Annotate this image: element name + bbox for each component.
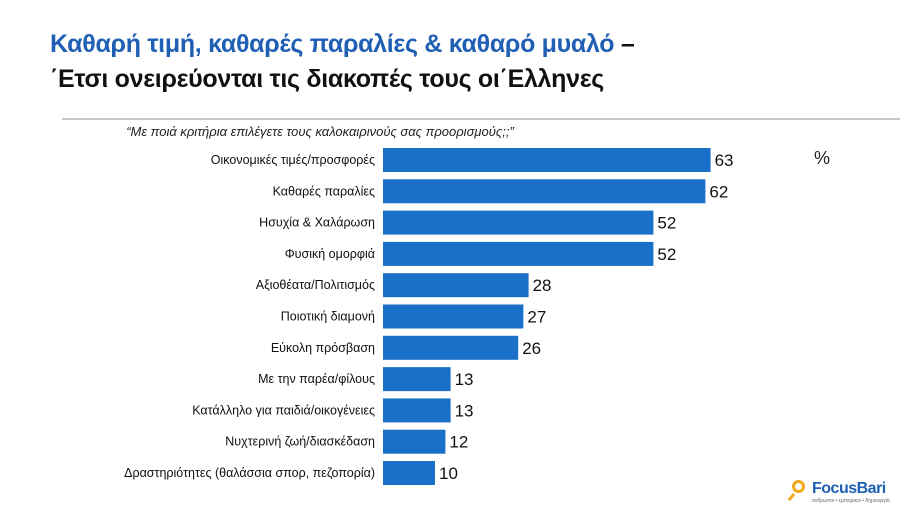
data-label: 52 (657, 245, 676, 264)
data-label: 27 (527, 308, 546, 327)
data-label: 62 (709, 182, 728, 201)
bar (383, 304, 524, 329)
category-label: Κατάλληλο για παιδιά/οικογένειες (192, 403, 375, 417)
category-label: Φυσική ομορφιά (285, 247, 375, 261)
category-label: Ποιοτική διαμονή (281, 310, 375, 324)
data-label: 52 (657, 214, 676, 233)
bar (383, 429, 446, 454)
data-label: 13 (455, 401, 474, 420)
data-label: 28 (533, 276, 552, 295)
bar (383, 241, 654, 266)
bar (383, 367, 451, 392)
category-label: Καθαρές παραλίες (273, 184, 375, 198)
category-label: Οικονομικές τιμές/προσφορές (211, 153, 375, 167)
focusbari-logo: FocusBari ανθρωποι • εμπειρικοι • δημιου… (787, 478, 900, 506)
bar (383, 398, 451, 423)
bar (383, 461, 435, 485)
category-label: Δραστηριότητες (θαλάσσια σπορ, πεζοπορία… (124, 466, 375, 480)
title-line2: ΄Ετσι ονειρεύονται τις διακοπές τους οι΄… (50, 65, 604, 93)
bar (383, 210, 654, 235)
data-label: 26 (522, 339, 541, 358)
survey-question: “Με ποιά κριτήρια επιλέγετε τους καλοκαι… (126, 124, 514, 139)
bar (383, 335, 519, 360)
unit-label: % (814, 148, 831, 168)
category-label: Ησυχία & Χαλάρωση (259, 216, 375, 230)
category-label: Με την παρέα/φίλους (258, 372, 375, 386)
category-label: Αξιοθέατα/Πολιτισμός (256, 278, 375, 292)
title-line1: Καθαρή τιμή, καθαρές παραλίες & καθαρό μ… (50, 30, 615, 58)
data-label: 12 (449, 433, 468, 452)
data-label: 10 (439, 464, 458, 483)
divider (62, 118, 900, 120)
bar (383, 273, 529, 298)
magnifier-icon (792, 480, 805, 493)
data-label: 63 (715, 151, 734, 170)
logo-brand: FocusBari (812, 480, 886, 497)
logo-tagline: ανθρωποι • εμπειρικοι • δημιουργία (812, 498, 890, 504)
title-dash: – (614, 30, 635, 58)
category-label: Νυχτερινή ζωή/διασκέδαση (225, 435, 375, 449)
category-label: Εύκολη πρόσβαση (271, 341, 375, 355)
data-label: 13 (455, 370, 474, 389)
bar (383, 179, 706, 204)
bar (383, 148, 711, 172)
chart-title: Καθαρή τιμή, καθαρές παραλίες & καθαρό μ… (50, 27, 635, 97)
